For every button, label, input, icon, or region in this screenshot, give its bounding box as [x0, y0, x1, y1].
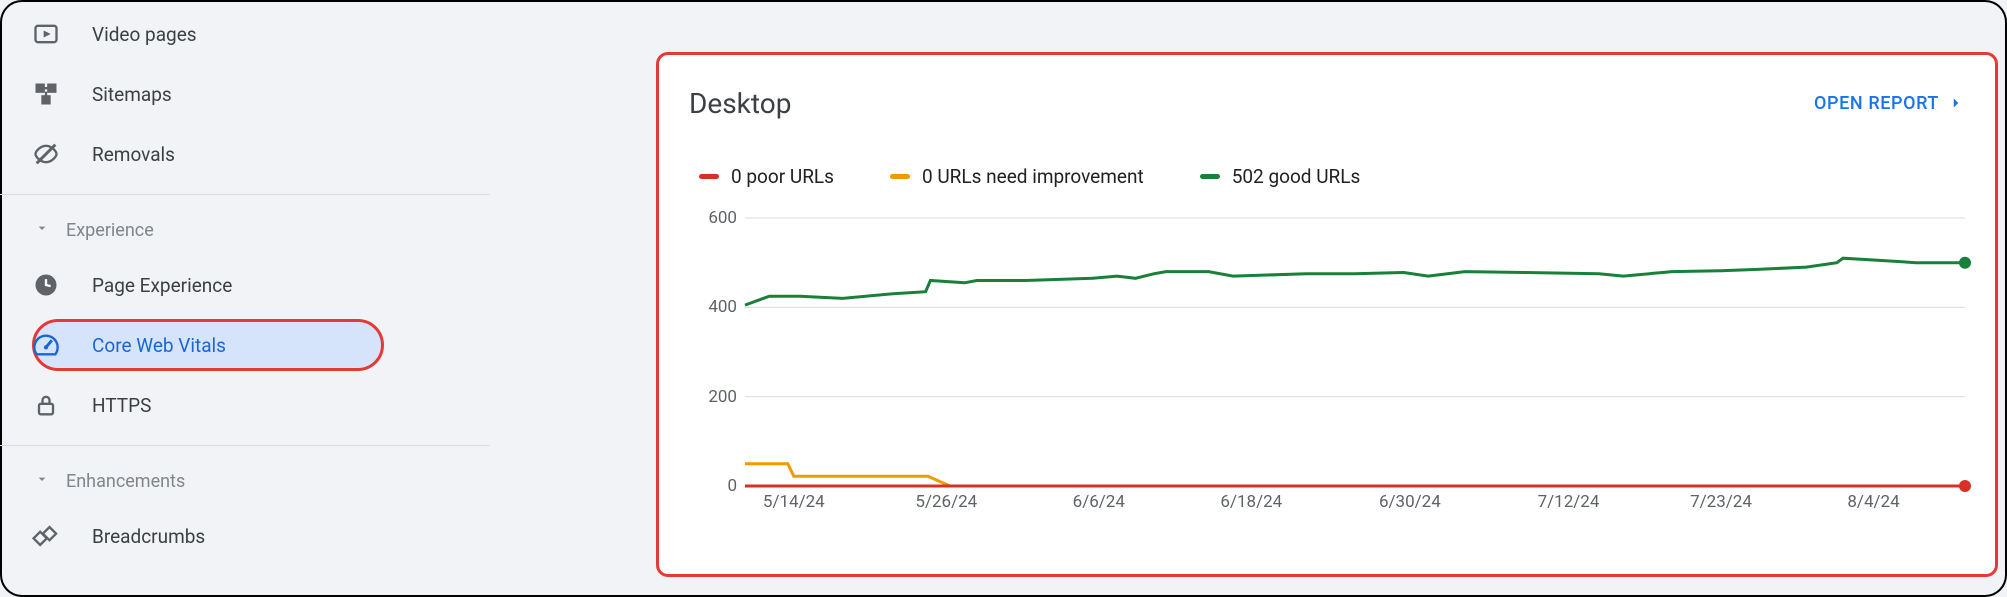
chevron-down-icon [34, 220, 50, 241]
legend-label: 0 URLs need improvement [922, 165, 1144, 188]
nav-item-sitemaps[interactable]: Sitemaps [0, 64, 490, 124]
y-tick: 600 [708, 208, 737, 228]
section-header-experience[interactable]: Experience [0, 205, 490, 255]
y-tick: 200 [708, 387, 737, 407]
nav-item-label: Page Experience [92, 274, 490, 297]
y-axis: 0200400600 [689, 218, 745, 486]
x-tick: 6/6/24 [1073, 492, 1125, 512]
nav-item-label: HTTPS [92, 394, 490, 417]
removals-icon [0, 140, 92, 168]
breadcrumbs-icon [0, 522, 92, 550]
app-viewport: Video pages Sitemaps Removals Experience [0, 0, 2007, 597]
legend-item-good[interactable]: 502 good URLs [1200, 165, 1361, 188]
legend-label: 502 good URLs [1232, 165, 1361, 188]
speed-icon [0, 331, 92, 359]
x-axis: 5/14/24 5/26/24 6/6/24 6/18/24 6/30/24 7/12/2… [745, 492, 1965, 522]
chevron-down-icon [34, 471, 50, 492]
x-tick: 7/23/24 [1690, 492, 1752, 512]
line-chart: 0200400600 [689, 218, 1965, 486]
legend-item-need-improvement[interactable]: 0 URLs need improvement [890, 165, 1144, 188]
open-report-link[interactable]: OPEN REPORT [1814, 93, 1965, 114]
chart-legend: 0 poor URLs 0 URLs need improvement 502 … [699, 165, 1965, 188]
nav-item-https[interactable]: HTTPS [0, 375, 490, 435]
section-title: Experience [66, 220, 154, 241]
x-tick: 5/14/24 [763, 492, 825, 512]
nav-item-label: Video pages [92, 23, 490, 46]
nav-item-breadcrumbs[interactable]: Breadcrumbs [0, 506, 490, 566]
section-header-enhancements[interactable]: Enhancements [0, 456, 490, 506]
nav-item-label: Removals [92, 143, 490, 166]
video-pages-icon [0, 20, 92, 48]
legend-swatch [890, 174, 910, 179]
legend-swatch [1200, 174, 1220, 179]
page-experience-icon [0, 271, 92, 299]
x-tick: 5/26/24 [915, 492, 977, 512]
chevron-right-icon [1947, 94, 1965, 112]
sitemaps-icon [0, 80, 92, 108]
sidebar-nav: Video pages Sitemaps Removals Experience [0, 0, 490, 597]
sidebar-section-experience: Experience Page Experience Core Web Vita… [0, 194, 490, 435]
legend-swatch [699, 174, 719, 179]
x-tick: 6/30/24 [1379, 492, 1441, 512]
legend-label: 0 poor URLs [731, 165, 834, 188]
nav-item-video-pages[interactable]: Video pages [0, 4, 490, 64]
x-tick: 8/4/24 [1847, 492, 1899, 512]
nav-item-core-web-vitals[interactable]: Core Web Vitals [0, 315, 490, 375]
chart-plot-area [745, 218, 1965, 486]
x-tick: 6/18/24 [1220, 492, 1282, 512]
y-tick: 0 [727, 476, 737, 496]
nav-item-page-experience[interactable]: Page Experience [0, 255, 490, 315]
x-tick: 7/12/24 [1538, 492, 1600, 512]
core-web-vitals-desktop-card: Desktop OPEN REPORT 0 poor URLs 0 URLs n… [656, 52, 1998, 577]
card-title: Desktop [689, 87, 791, 120]
legend-item-poor[interactable]: 0 poor URLs [699, 165, 834, 188]
sidebar-section-enhancements: Enhancements Breadcrumbs [0, 445, 490, 566]
open-report-label: OPEN REPORT [1814, 93, 1939, 114]
nav-item-label: Sitemaps [92, 83, 490, 106]
nav-item-removals[interactable]: Removals [0, 124, 490, 184]
lock-icon [0, 391, 92, 419]
nav-item-label: Breadcrumbs [92, 525, 490, 548]
y-tick: 400 [708, 297, 737, 317]
section-title: Enhancements [66, 471, 185, 492]
card-header: Desktop OPEN REPORT [689, 81, 1965, 125]
nav-item-label: Core Web Vitals [92, 334, 490, 357]
chart-svg [745, 218, 1965, 486]
